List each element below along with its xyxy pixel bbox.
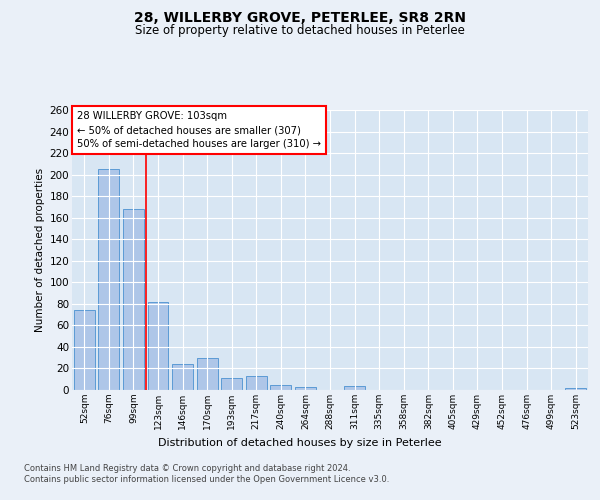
Text: 28 WILLERBY GROVE: 103sqm
← 50% of detached houses are smaller (307)
50% of semi: 28 WILLERBY GROVE: 103sqm ← 50% of detac… xyxy=(77,112,321,150)
Bar xyxy=(123,209,144,390)
Text: Contains public sector information licensed under the Open Government Licence v3: Contains public sector information licen… xyxy=(24,475,389,484)
Y-axis label: Number of detached properties: Number of detached properties xyxy=(35,168,46,332)
Bar xyxy=(565,388,586,390)
Bar xyxy=(98,169,119,390)
Text: Contains HM Land Registry data © Crown copyright and database right 2024.: Contains HM Land Registry data © Crown c… xyxy=(24,464,350,473)
Bar xyxy=(74,310,95,390)
Bar xyxy=(246,376,267,390)
Bar xyxy=(295,387,316,390)
Bar xyxy=(221,378,242,390)
Bar xyxy=(344,386,365,390)
Bar xyxy=(271,384,292,390)
Text: Size of property relative to detached houses in Peterlee: Size of property relative to detached ho… xyxy=(135,24,465,37)
Bar xyxy=(197,358,218,390)
Bar xyxy=(172,364,193,390)
Text: 28, WILLERBY GROVE, PETERLEE, SR8 2RN: 28, WILLERBY GROVE, PETERLEE, SR8 2RN xyxy=(134,11,466,25)
Bar xyxy=(148,302,169,390)
Text: Distribution of detached houses by size in Peterlee: Distribution of detached houses by size … xyxy=(158,438,442,448)
